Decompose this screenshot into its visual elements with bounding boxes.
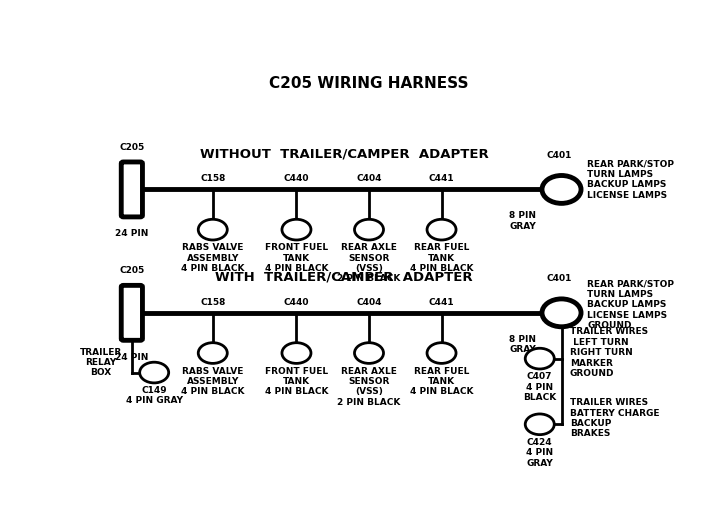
FancyBboxPatch shape bbox=[121, 162, 143, 217]
Text: RABS VALVE
ASSEMBLY
4 PIN BLACK: RABS VALVE ASSEMBLY 4 PIN BLACK bbox=[181, 367, 245, 397]
Text: TRAILER
RELAY
BOX: TRAILER RELAY BOX bbox=[80, 348, 122, 377]
Text: WITH  TRAILER/CAMPER  ADAPTER: WITH TRAILER/CAMPER ADAPTER bbox=[215, 270, 473, 283]
Circle shape bbox=[526, 348, 554, 369]
Text: C440: C440 bbox=[284, 174, 309, 184]
Circle shape bbox=[542, 175, 581, 203]
Text: REAR FUEL
TANK
4 PIN BLACK: REAR FUEL TANK 4 PIN BLACK bbox=[410, 243, 473, 273]
Text: REAR AXLE
SENSOR
(VSS)
2 PIN BLACK: REAR AXLE SENSOR (VSS) 2 PIN BLACK bbox=[337, 243, 401, 283]
Text: C149
4 PIN GRAY: C149 4 PIN GRAY bbox=[126, 386, 183, 405]
Text: C401: C401 bbox=[546, 274, 572, 283]
Text: TRAILER WIRES
BATTERY CHARGE
BACKUP
BRAKES: TRAILER WIRES BATTERY CHARGE BACKUP BRAK… bbox=[570, 398, 660, 438]
Text: C424
4 PIN
GRAY: C424 4 PIN GRAY bbox=[526, 438, 553, 468]
Text: FRONT FUEL
TANK
4 PIN BLACK: FRONT FUEL TANK 4 PIN BLACK bbox=[265, 367, 328, 397]
Circle shape bbox=[282, 343, 311, 363]
Text: REAR PARK/STOP
TURN LAMPS
BACKUP LAMPS
LICENSE LAMPS
GROUND: REAR PARK/STOP TURN LAMPS BACKUP LAMPS L… bbox=[588, 280, 674, 330]
Text: REAR AXLE
SENSOR
(VSS)
2 PIN BLACK: REAR AXLE SENSOR (VSS) 2 PIN BLACK bbox=[337, 367, 401, 407]
Text: 24 PIN: 24 PIN bbox=[115, 229, 148, 238]
FancyBboxPatch shape bbox=[121, 285, 143, 340]
Circle shape bbox=[427, 219, 456, 240]
Circle shape bbox=[427, 343, 456, 363]
Text: 24 PIN: 24 PIN bbox=[115, 353, 148, 362]
Text: REAR FUEL
TANK
4 PIN BLACK: REAR FUEL TANK 4 PIN BLACK bbox=[410, 367, 473, 397]
Text: C404: C404 bbox=[356, 174, 382, 184]
Text: WITHOUT  TRAILER/CAMPER  ADAPTER: WITHOUT TRAILER/CAMPER ADAPTER bbox=[199, 147, 488, 160]
Text: C407
4 PIN
BLACK: C407 4 PIN BLACK bbox=[523, 372, 557, 402]
Text: C158: C158 bbox=[200, 298, 225, 307]
Text: C205: C205 bbox=[120, 143, 145, 151]
Text: C441: C441 bbox=[428, 174, 454, 184]
Text: 8 PIN
GRAY: 8 PIN GRAY bbox=[509, 334, 536, 354]
Circle shape bbox=[526, 414, 554, 435]
Text: C404: C404 bbox=[356, 298, 382, 307]
Text: TRAILER WIRES
 LEFT TURN
RIGHT TURN
MARKER
GROUND: TRAILER WIRES LEFT TURN RIGHT TURN MARKE… bbox=[570, 327, 648, 378]
Text: C205: C205 bbox=[120, 266, 145, 275]
Circle shape bbox=[542, 299, 581, 327]
Text: C441: C441 bbox=[428, 298, 454, 307]
Circle shape bbox=[140, 362, 168, 383]
Circle shape bbox=[198, 343, 228, 363]
Circle shape bbox=[354, 219, 384, 240]
Circle shape bbox=[354, 343, 384, 363]
Text: REAR PARK/STOP
TURN LAMPS
BACKUP LAMPS
LICENSE LAMPS: REAR PARK/STOP TURN LAMPS BACKUP LAMPS L… bbox=[588, 159, 674, 200]
Text: C401: C401 bbox=[546, 150, 572, 160]
Text: RABS VALVE
ASSEMBLY
4 PIN BLACK: RABS VALVE ASSEMBLY 4 PIN BLACK bbox=[181, 243, 245, 273]
Text: FRONT FUEL
TANK
4 PIN BLACK: FRONT FUEL TANK 4 PIN BLACK bbox=[265, 243, 328, 273]
Text: C205 WIRING HARNESS: C205 WIRING HARNESS bbox=[269, 76, 469, 91]
Text: C440: C440 bbox=[284, 298, 309, 307]
Text: 8 PIN
GRAY: 8 PIN GRAY bbox=[509, 211, 536, 231]
Circle shape bbox=[198, 219, 228, 240]
Circle shape bbox=[282, 219, 311, 240]
Text: C158: C158 bbox=[200, 174, 225, 184]
